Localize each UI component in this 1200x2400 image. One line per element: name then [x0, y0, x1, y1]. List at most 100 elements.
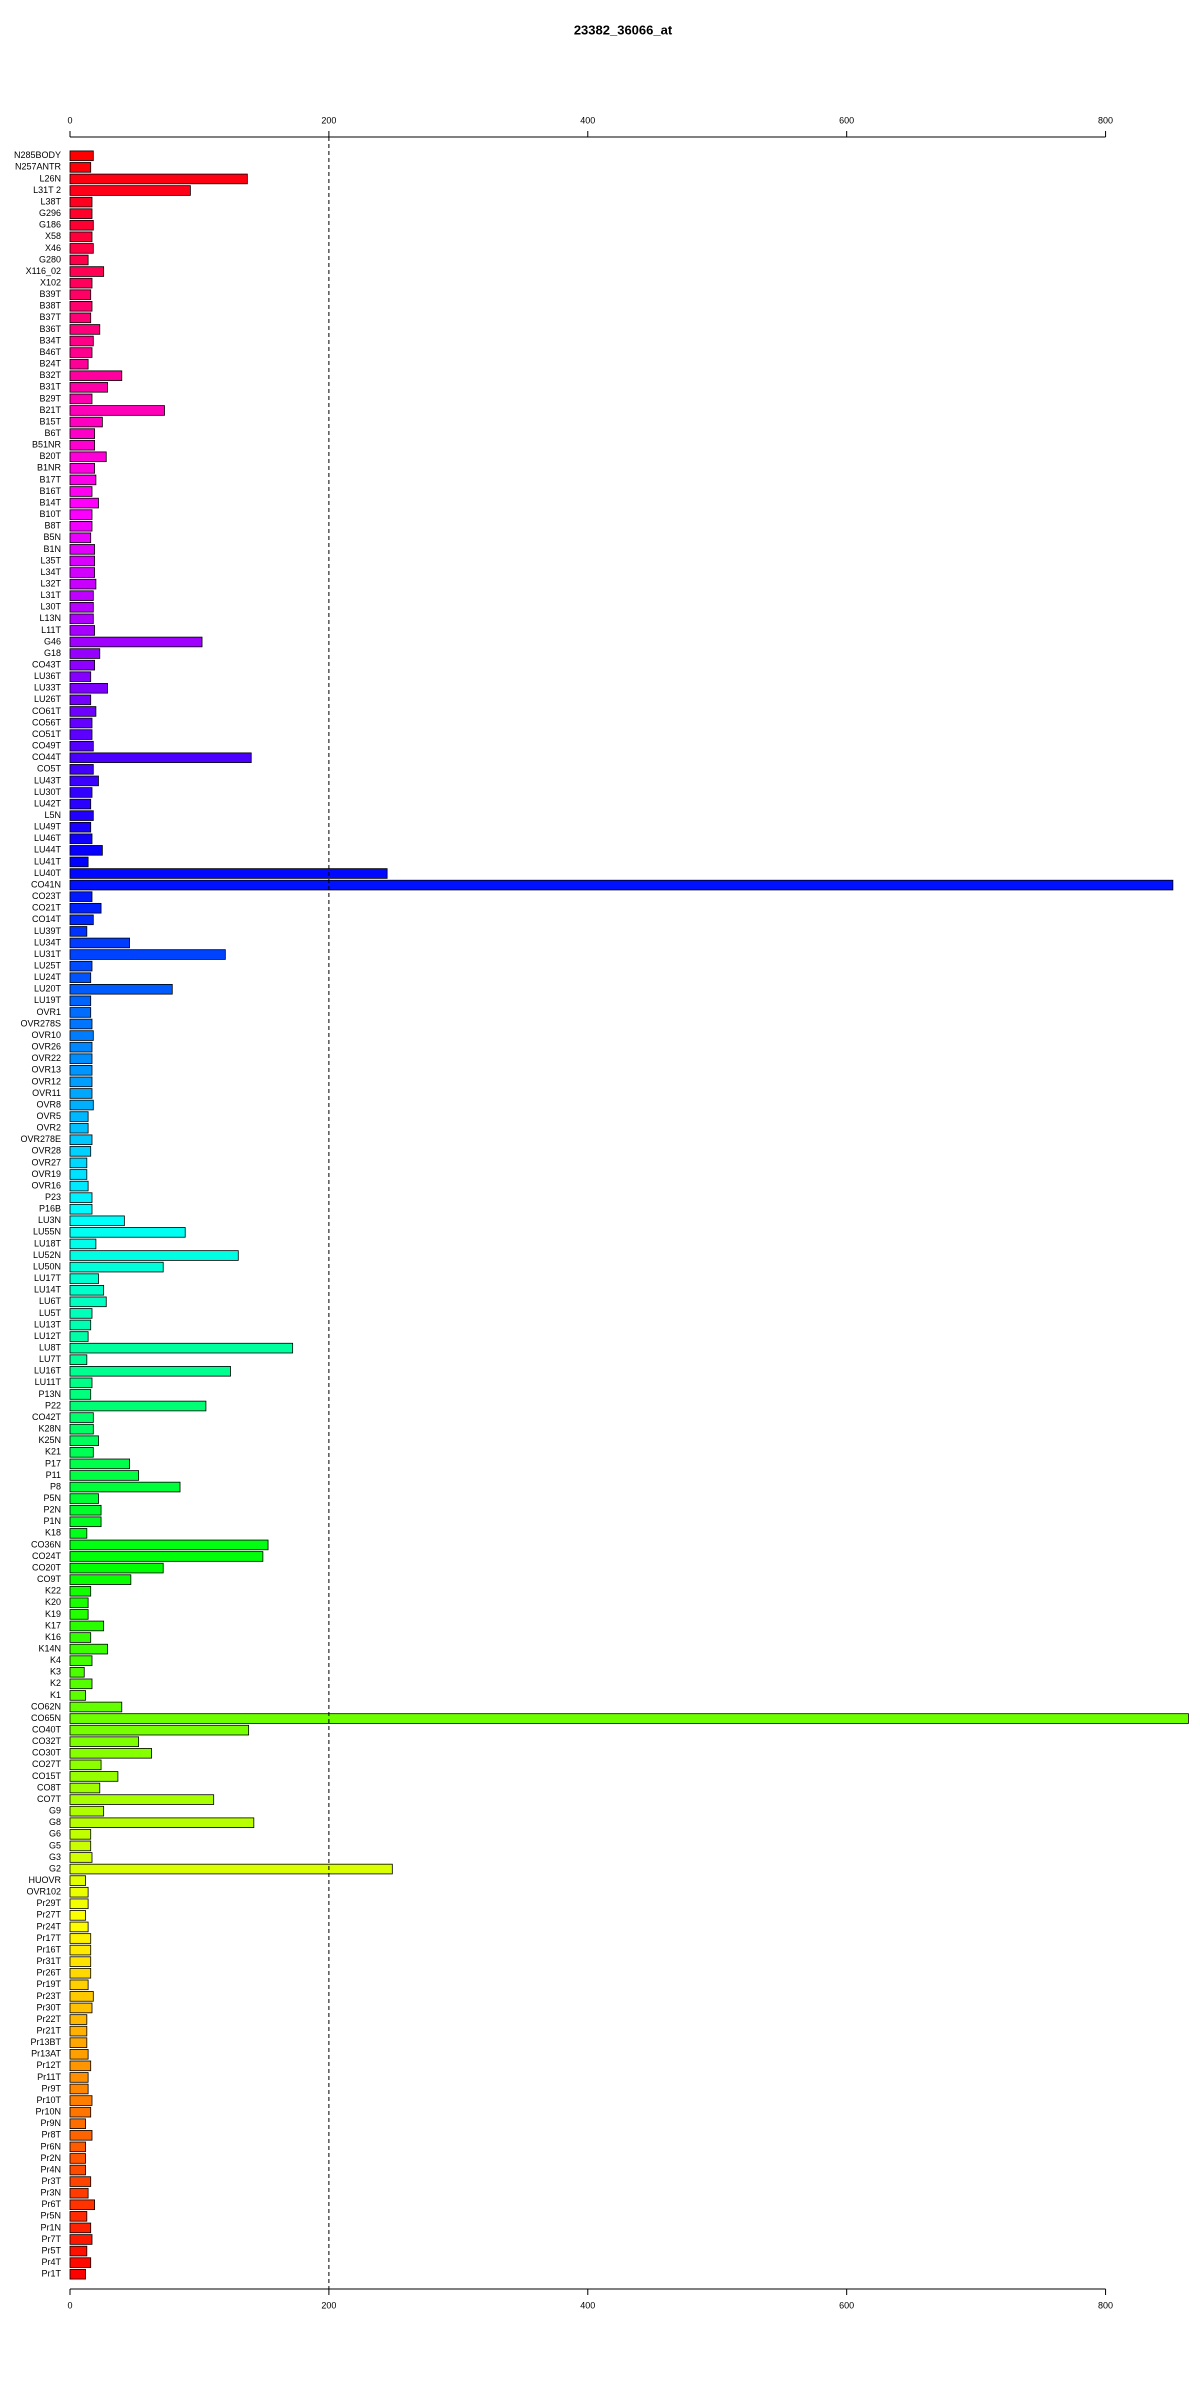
bar	[69, 1910, 86, 1921]
bar	[69, 2002, 93, 2014]
bar	[69, 1053, 93, 1064]
bar	[69, 683, 108, 694]
y-tick-label: Pr7T	[41, 2234, 61, 2244]
y-tick-label: Pr4T	[41, 2257, 61, 2267]
y-tick-label: Pr13AT	[31, 2049, 61, 2059]
bar	[69, 1273, 99, 1284]
bar	[69, 347, 93, 358]
bar	[69, 775, 99, 787]
y-tick-label: B16T	[39, 486, 61, 496]
y-tick-label: CO40T	[32, 1725, 62, 1735]
bar	[69, 1829, 92, 1840]
bar	[69, 960, 93, 972]
y-tick-label: B24T	[39, 359, 61, 369]
bar	[69, 659, 95, 671]
bar	[69, 694, 92, 706]
bar	[69, 2118, 86, 2129]
bar	[69, 2257, 92, 2268]
y-tick-label: G280	[39, 254, 61, 264]
bar	[69, 266, 105, 277]
bar	[69, 1261, 164, 1273]
bar	[69, 740, 94, 752]
bar	[69, 937, 130, 949]
bar	[69, 567, 95, 578]
y-tick-label: L13N	[39, 613, 61, 623]
y-tick-label: OVR5	[36, 1111, 61, 1121]
y-tick-label: OVR26	[31, 1042, 61, 1052]
y-tick-label: K3	[50, 1667, 61, 1677]
bar	[69, 1470, 140, 1481]
bar	[69, 2176, 92, 2187]
y-tick-label: LU18T	[34, 1238, 62, 1248]
bar	[69, 1840, 92, 1852]
y-tick-label: Pr4N	[40, 2164, 61, 2174]
bar	[69, 729, 93, 740]
y-tick-label: Pr31T	[36, 1956, 61, 1966]
y-tick-label: LU33T	[34, 683, 62, 693]
y-tick-label: B1NR	[37, 463, 62, 473]
bar	[69, 2211, 88, 2222]
bar	[69, 1736, 140, 1747]
y-tick-label: K4	[50, 1655, 61, 1665]
y-tick-label: G6	[49, 1829, 61, 1839]
bar	[69, 868, 388, 879]
bar	[69, 2245, 88, 2257]
bar	[69, 162, 92, 173]
bar	[69, 590, 94, 601]
y-tick-label: CO56T	[32, 717, 62, 727]
bar	[69, 1134, 93, 1146]
y-tick-label: B15T	[39, 416, 61, 426]
y-tick-label: CO41N	[31, 879, 61, 889]
bar	[69, 1007, 92, 1018]
bar	[69, 578, 97, 590]
y-tick-label: LU7T	[39, 1354, 62, 1364]
y-tick-label: LU39T	[34, 926, 62, 936]
y-tick-label: B5N	[43, 532, 61, 542]
bar	[69, 1805, 105, 1817]
y-tick-label: Pr9N	[40, 2118, 61, 2128]
y-tick-label: B31T	[39, 382, 61, 392]
bar	[69, 2095, 93, 2106]
bar	[69, 509, 93, 520]
bar	[69, 1319, 92, 1331]
y-tick-label: OVR12	[31, 1076, 61, 1086]
y-tick-label: OVR2	[36, 1123, 61, 1133]
y-tick-label: Pr6N	[40, 2141, 61, 2151]
bar	[69, 1400, 207, 1412]
y-tick-label: L31T 2	[33, 185, 61, 195]
x-tick-label: 800	[1098, 2300, 1113, 2310]
y-tick-label: Pr30T	[36, 2002, 61, 2012]
bar	[69, 1643, 108, 1655]
y-tick-label: G186	[39, 220, 61, 230]
bar	[69, 2153, 86, 2164]
y-tick-label: G8	[49, 1817, 61, 1827]
y-tick-label: CO14T	[32, 914, 62, 924]
y-tick-label: OVR22	[31, 1053, 61, 1063]
bar	[69, 520, 93, 532]
x-tick-label: 600	[839, 2300, 854, 2310]
y-tick-label: LU25T	[34, 960, 62, 970]
bar	[69, 1065, 93, 1076]
bar	[69, 1701, 123, 1713]
bar	[69, 1308, 93, 1319]
y-tick-label: OVR28	[31, 1146, 61, 1156]
y-tick-label: K18	[45, 1528, 61, 1538]
y-tick-label: B20T	[39, 451, 61, 461]
x-tick-label: 800	[1098, 115, 1113, 125]
y-tick-label: B39T	[39, 289, 61, 299]
y-tick-label: LU41T	[34, 856, 62, 866]
bar	[69, 1944, 92, 1956]
y-tick-label: Pr11T	[37, 2072, 61, 2082]
y-tick-label: G9	[49, 1806, 61, 1816]
y-tick-label: LU31T	[34, 949, 62, 959]
y-tick-label: G2	[49, 1863, 61, 1873]
bar	[69, 1284, 105, 1296]
bar	[69, 1447, 94, 1458]
y-tick-label: Pr24T	[36, 1921, 61, 1931]
bar	[69, 301, 93, 312]
y-tick-label: LU50N	[33, 1261, 61, 1271]
y-tick-label: L5N	[44, 810, 61, 820]
bar	[69, 1146, 92, 1157]
bar	[69, 1817, 255, 1829]
bar	[69, 798, 92, 810]
